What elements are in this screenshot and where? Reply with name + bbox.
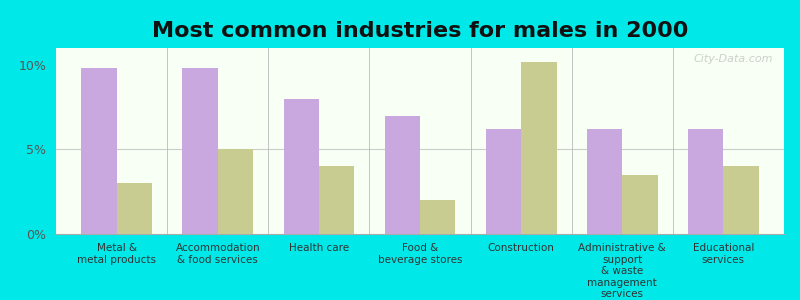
Bar bbox=[182, 68, 218, 234]
Bar bbox=[218, 149, 253, 234]
Bar bbox=[420, 200, 455, 234]
Bar bbox=[723, 167, 758, 234]
Bar bbox=[587, 129, 622, 234]
Bar bbox=[521, 61, 557, 234]
Bar bbox=[688, 129, 723, 234]
Bar bbox=[117, 183, 152, 234]
Bar bbox=[385, 116, 420, 234]
Text: City-Data.com: City-Data.com bbox=[694, 54, 773, 64]
Title: Most common industries for males in 2000: Most common industries for males in 2000 bbox=[152, 21, 688, 41]
Bar bbox=[622, 175, 658, 234]
Bar bbox=[283, 99, 319, 234]
Bar bbox=[82, 68, 117, 234]
Bar bbox=[486, 129, 521, 234]
Bar bbox=[319, 167, 354, 234]
